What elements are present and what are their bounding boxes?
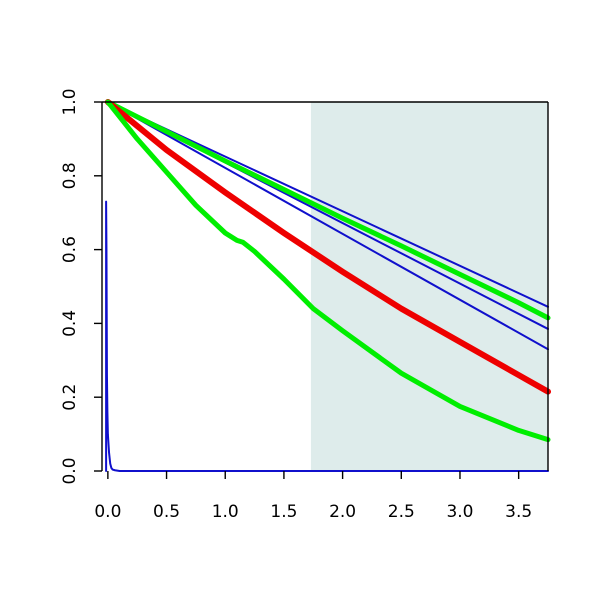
x-tick-label: 0.5: [153, 502, 180, 522]
x-tick-label: 1.0: [212, 502, 239, 522]
x-tick-label: 3.0: [446, 502, 473, 522]
shaded-region-layer: [310, 102, 548, 471]
y-tick-label: 1.0: [60, 88, 80, 115]
x-tick-label: 1.5: [270, 502, 297, 522]
x-tick-label: 3.5: [505, 502, 532, 522]
y-tick-label: 0.4: [60, 310, 80, 337]
shaded-region: [310, 102, 548, 471]
y-tick-label: 0.8: [60, 162, 80, 189]
x-tick-label: 0.0: [94, 502, 121, 522]
series-line-6: [104, 99, 551, 395]
y-tick-label: 0.0: [60, 457, 80, 484]
y-tick-label: 0.2: [60, 384, 80, 411]
series-layer: [104, 99, 551, 472]
x-tick-label: 2.5: [388, 502, 415, 522]
x-tick-label: 2.0: [329, 502, 356, 522]
y-tick-label: 0.6: [60, 236, 80, 263]
series-line-5: [105, 99, 551, 321]
series-line-4: [105, 200, 549, 472]
series-line-7: [105, 99, 551, 443]
series-line-3: [106, 101, 549, 351]
axes: 0.0 0.5 1.0 1.5 2.0 2.5 3.0 3.5 0.0 0.2 0.4 0.6 0.8 1…: [60, 88, 549, 522]
